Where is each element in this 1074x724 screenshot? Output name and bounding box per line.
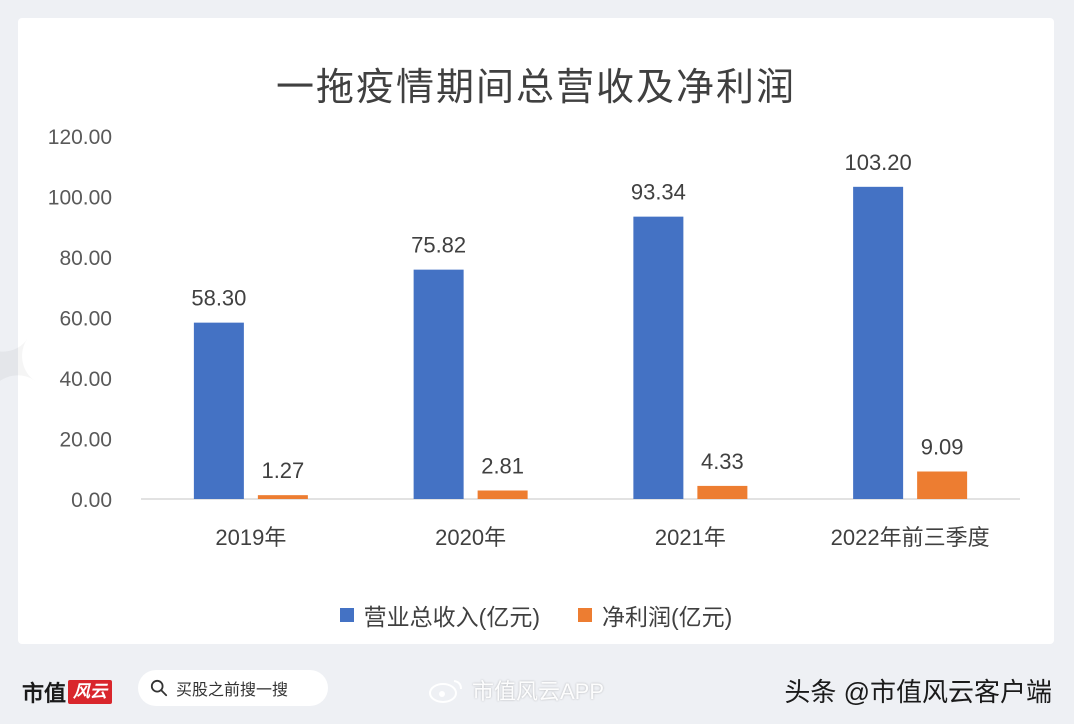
legend: 营业总收入(亿元) 净利润(亿元)	[18, 598, 1054, 632]
legend-label-revenue: 营业总收入(亿元)	[363, 604, 540, 630]
brand-badge: 风云	[68, 680, 113, 704]
data-label-revenue: 103.20	[844, 150, 911, 175]
center-mark-text: 市值风云APP	[472, 679, 605, 704]
y-tick-label: 20.00	[59, 429, 112, 452]
x-category-label: 2021年	[655, 525, 726, 550]
y-tick-label: 100.00	[48, 187, 112, 210]
bar-net-profit	[477, 490, 528, 499]
legend-swatch-net-profit	[578, 608, 592, 622]
data-label-net-profit: 2.81	[481, 453, 524, 478]
data-label-net-profit: 4.33	[701, 449, 744, 474]
bar-net-profit	[697, 485, 748, 499]
bar-chart: 0.00 20.00 40.00 60.00 80.00 100.00 120.00 58.3…	[48, 126, 1020, 550]
search-text: 买股之前搜一搜	[176, 682, 289, 699]
data-label-revenue: 75.82	[411, 233, 466, 258]
x-category-label: 2019年	[215, 525, 286, 550]
search-icon	[150, 679, 168, 697]
weibo-icon	[429, 680, 462, 703]
x-category-label: 2020年	[435, 525, 506, 550]
data-label-revenue: 93.34	[631, 180, 686, 205]
x-category-label: 2022年前三季度	[831, 525, 990, 550]
legend-item-revenue: 营业总收入(亿元)	[339, 598, 540, 632]
y-tick-label: 60.00	[59, 308, 112, 331]
center-watermark: 市值风云APP	[428, 674, 604, 706]
legend-swatch-revenue	[339, 608, 354, 622]
legend-item-net-profit: 净利润(亿元)	[578, 598, 732, 632]
bar-revenue	[633, 216, 684, 500]
chart-title: 一拖疫情期间总营收及净利润	[275, 67, 796, 109]
bar-revenue	[413, 269, 464, 499]
search-box[interactable]: 买股之前搜一搜	[138, 670, 328, 706]
bar-revenue	[193, 322, 244, 499]
data-label-net-profit: 9.09	[921, 435, 964, 460]
chart-card: ✦ 一拖疫情期间总营收及净利润 0.0020.0040.0060.0080.00…	[0, 18, 1054, 644]
data-label-net-profit: 1.27	[261, 458, 304, 483]
footer-bar: 市值 风云 买股之前搜一搜 市值风云APP 头条 @市值风云客户端	[0, 644, 1074, 724]
bar-revenue	[853, 186, 904, 499]
bar-net-profit	[917, 471, 968, 499]
y-tick-label: 120.00	[48, 126, 112, 149]
bar-net-profit	[257, 495, 308, 499]
source-credit: 头条 @市值风云客户端	[784, 677, 1052, 707]
y-tick-label: 80.00	[59, 247, 112, 270]
brand-logo: 市值 风云	[22, 676, 113, 708]
y-tick-label: 0.00	[71, 489, 112, 512]
legend-label-net-profit: 净利润(亿元)	[602, 604, 733, 630]
data-label-revenue: 58.30	[191, 286, 246, 311]
brand-text: 市值	[22, 681, 67, 706]
y-tick-label: 40.00	[59, 368, 112, 391]
